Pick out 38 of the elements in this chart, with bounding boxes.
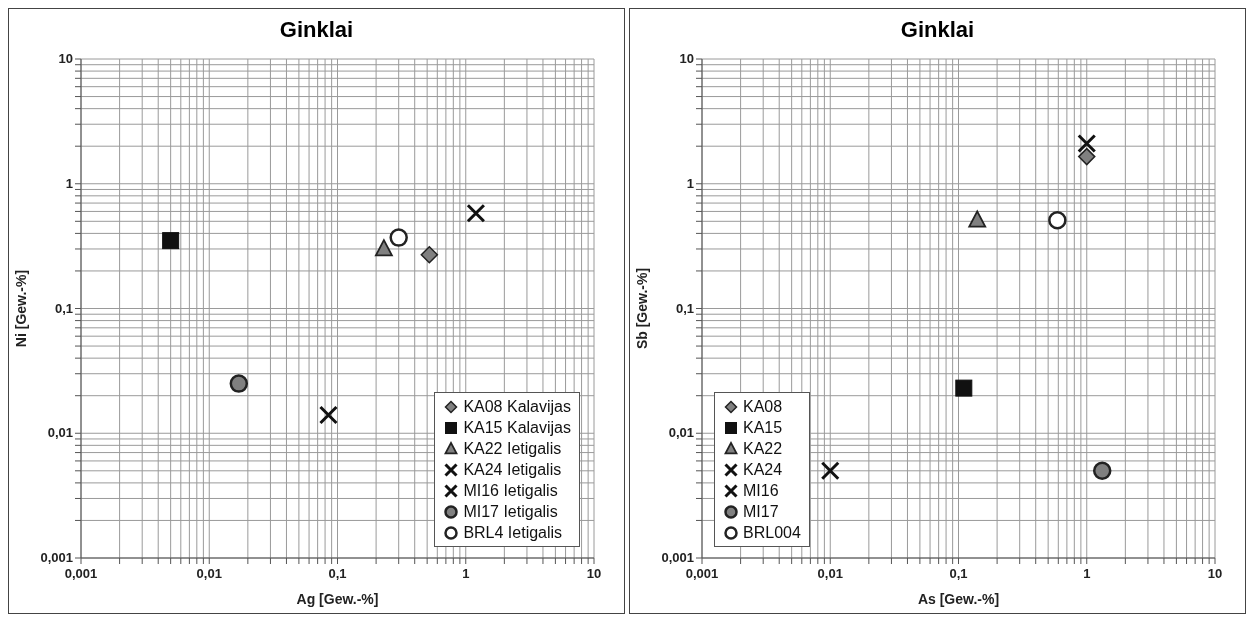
legend-label: MI16 Ietigalis (463, 481, 558, 500)
x-axis-title: As [Gew.-%] (917, 591, 1000, 607)
legend-label: BRL004 (743, 523, 801, 542)
y-tick-label: 0,01 (668, 425, 694, 441)
legend-label: KA24 (743, 460, 783, 479)
x-tick-label: 0,01 (817, 566, 843, 581)
legend-label: KA15 Kalavijas (463, 418, 571, 437)
legend-label: KA15 (743, 418, 783, 437)
x-tick-label: 1 (462, 566, 470, 581)
legend-label: KA08 (743, 397, 783, 416)
y-tick-label: 0,1 (675, 300, 694, 316)
y-tick-label: 10 (58, 51, 73, 66)
y-tick-label: 1 (686, 175, 694, 191)
legend-label: KA22 (743, 439, 783, 458)
y-tick-label: 0,01 (47, 425, 73, 441)
y-axis-title: Ni [Gew.-%] (12, 269, 29, 348)
x-tick-label: 0,1 (949, 566, 968, 581)
x-tick-label: 10 (586, 566, 602, 581)
x-tick-label: 0,1 (328, 566, 347, 581)
x-axis-title: Ag [Gew.-%] (296, 591, 379, 607)
legend-label: MI16 (743, 481, 779, 500)
legend-label: KA08 Kalavijas (463, 397, 571, 416)
x-tick-label: 1 (1083, 566, 1091, 581)
y-tick-label: 0,001 (661, 550, 694, 565)
legend-label: MI17 Ietigalis (463, 502, 558, 521)
legend-label: BRL4 Ietigalis (463, 523, 563, 542)
y-tick-label: 0,1 (54, 300, 73, 316)
x-tick-label: 0,01 (196, 566, 222, 581)
legend-label: KA24 Ietigalis (463, 460, 562, 479)
y-axis-title: Sb [Gew.-%] (633, 267, 650, 350)
chart-title: Ginklai (278, 17, 355, 43)
y-tick-label: 0,001 (40, 550, 73, 565)
x-tick-label: 10 (1207, 566, 1223, 581)
y-tick-label: 10 (679, 51, 694, 66)
legend-label: MI17 (743, 502, 779, 521)
y-tick-label: 1 (65, 175, 73, 191)
legend-label: KA22 Ietigalis (463, 439, 562, 458)
chart-title: Ginklai (899, 17, 976, 43)
